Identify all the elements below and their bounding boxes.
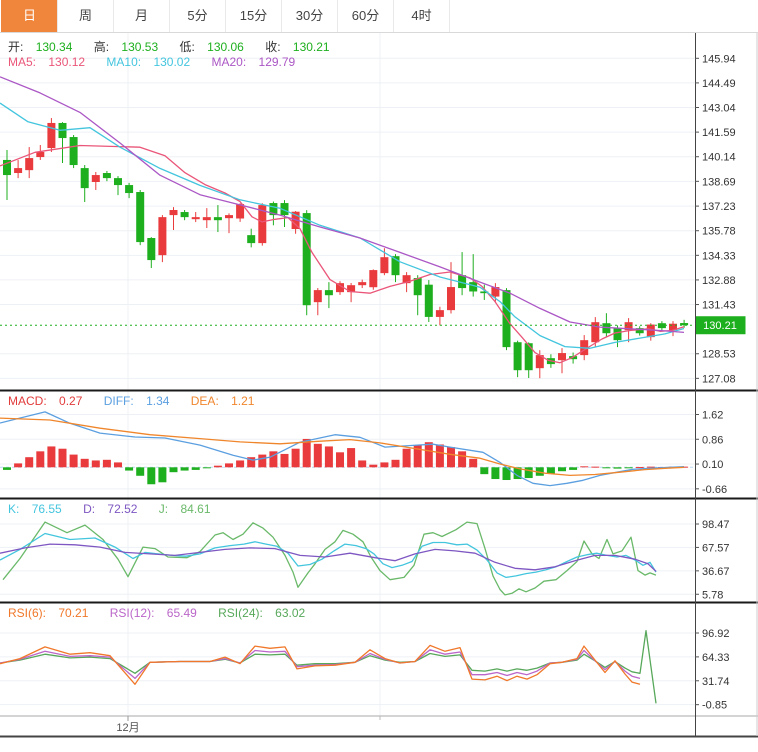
ma20-legend: MA20: 129.79 bbox=[211, 55, 296, 69]
tab-5min[interactable]: 5分 bbox=[169, 0, 226, 32]
dea-value: DEA: 1.21 bbox=[190, 394, 255, 408]
close-label: 收: 130.21 bbox=[265, 40, 330, 54]
macd-legend: MACD: 0.27 DIFF: 1.34 DEA: 1.21 bbox=[8, 394, 272, 408]
ma5-line bbox=[0, 144, 685, 364]
x-axis-month-label: 12月 bbox=[116, 722, 139, 734]
svg-text:143.04: 143.04 bbox=[702, 103, 736, 115]
tab-4hour[interactable]: 4时 bbox=[393, 0, 450, 32]
rsi-legend: RSI(6): 70.21 RSI(12): 65.49 RSI(24): 63… bbox=[8, 606, 323, 620]
ohlc-legend: 开: 130.34 高: 130.53 低: 130.06 收: 130.21 bbox=[8, 38, 348, 55]
ma-legend: MA5: 130.12 MA10: 130.02 MA20: 129.79 bbox=[8, 55, 313, 69]
svg-text:145.94: 145.94 bbox=[702, 53, 736, 65]
high-value: 130.53 bbox=[121, 40, 159, 54]
rsi24-line bbox=[0, 630, 657, 704]
svg-text:130.21: 130.21 bbox=[703, 320, 737, 332]
open-label: 开: 130.34 bbox=[8, 40, 73, 54]
svg-text:131.43: 131.43 bbox=[702, 300, 736, 312]
rsi6-value: RSI(6): 70.21 bbox=[8, 606, 89, 620]
diff-line bbox=[0, 411, 685, 487]
svg-text:141.59: 141.59 bbox=[702, 127, 736, 139]
svg-text:36.67: 36.67 bbox=[702, 566, 730, 578]
svg-text:138.69: 138.69 bbox=[702, 176, 736, 188]
svg-text:-0.66: -0.66 bbox=[702, 484, 727, 496]
svg-text:140.14: 140.14 bbox=[702, 152, 736, 164]
svg-text:31.74: 31.74 bbox=[702, 676, 730, 688]
rsi6-line bbox=[0, 644, 641, 685]
j-value: J: 84.61 bbox=[158, 502, 211, 516]
svg-text:134.33: 134.33 bbox=[702, 250, 736, 262]
rsi12-value: RSI(12): 65.49 bbox=[109, 606, 197, 620]
low-value: 130.06 bbox=[207, 40, 244, 54]
svg-text:98.47: 98.47 bbox=[702, 519, 730, 531]
svg-text:0.10: 0.10 bbox=[702, 459, 723, 471]
svg-text:132.88: 132.88 bbox=[702, 275, 736, 287]
svg-text:128.53: 128.53 bbox=[702, 349, 736, 361]
svg-text:-0.85: -0.85 bbox=[702, 700, 727, 712]
kdj-d-line bbox=[0, 543, 657, 572]
low-label: 低: 130.06 bbox=[179, 40, 244, 54]
ma20-line bbox=[0, 76, 685, 334]
svg-text:0.86: 0.86 bbox=[702, 434, 723, 446]
tab-month[interactable]: 月 bbox=[113, 0, 170, 32]
open-value: 130.34 bbox=[35, 40, 73, 54]
close-value: 130.21 bbox=[292, 40, 330, 54]
current-price-badge: 130.21 bbox=[695, 316, 746, 335]
svg-text:96.92: 96.92 bbox=[702, 628, 730, 640]
dea-line bbox=[0, 417, 685, 477]
panel-separators bbox=[0, 33, 758, 738]
kdj-legend: K: 76.55 D: 72.52 J: 84.61 bbox=[8, 502, 229, 516]
price-axis-labels: 145.94 144.49 143.04 141.59 140.14 138.69 137.… bbox=[695, 53, 736, 712]
svg-text:64.33: 64.33 bbox=[702, 652, 730, 664]
svg-text:137.23: 137.23 bbox=[702, 201, 736, 213]
kdj-j-line bbox=[2, 521, 657, 596]
svg-text:135.78: 135.78 bbox=[702, 226, 736, 238]
tab-day[interactable]: 日 bbox=[1, 0, 58, 32]
svg-text:144.49: 144.49 bbox=[702, 78, 736, 90]
timeframe-tabbar: 日 周 月 5分 15分 30分 60分 4时 bbox=[0, 0, 758, 33]
ma10-legend: MA10: 130.02 bbox=[106, 55, 191, 69]
ma5-legend: MA5: 130.12 bbox=[8, 55, 86, 69]
tab-15min[interactable]: 15分 bbox=[225, 0, 282, 32]
macd-value: MACD: 0.27 bbox=[8, 394, 83, 408]
svg-text:1.62: 1.62 bbox=[702, 409, 723, 421]
ma10-line bbox=[0, 102, 685, 349]
k-value: K: 76.55 bbox=[8, 502, 62, 516]
rsi24-value: RSI(24): 63.02 bbox=[218, 606, 306, 620]
macd-histogram bbox=[3, 438, 689, 485]
svg-text:127.08: 127.08 bbox=[702, 373, 736, 385]
svg-text:5.78: 5.78 bbox=[702, 589, 723, 601]
diff-value: DIFF: 1.34 bbox=[103, 394, 170, 408]
high-label: 高: 130.53 bbox=[93, 40, 159, 54]
x-axis: 12月 bbox=[116, 716, 381, 734]
svg-text:67.57: 67.57 bbox=[702, 542, 730, 554]
tab-30min[interactable]: 30分 bbox=[281, 0, 338, 32]
d-value: D: 72.52 bbox=[83, 502, 138, 516]
tab-60min[interactable]: 60分 bbox=[337, 0, 394, 32]
tab-week[interactable]: 周 bbox=[57, 0, 114, 32]
